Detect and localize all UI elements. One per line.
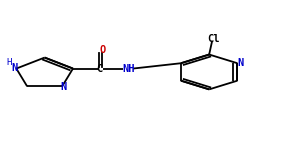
Text: N: N xyxy=(60,82,66,92)
Text: H: H xyxy=(7,58,12,67)
Text: N: N xyxy=(238,58,244,68)
Text: N: N xyxy=(12,63,18,73)
Text: NH: NH xyxy=(122,63,135,74)
Text: O: O xyxy=(99,45,105,55)
Text: Cl: Cl xyxy=(207,34,220,44)
Text: C: C xyxy=(96,63,103,74)
